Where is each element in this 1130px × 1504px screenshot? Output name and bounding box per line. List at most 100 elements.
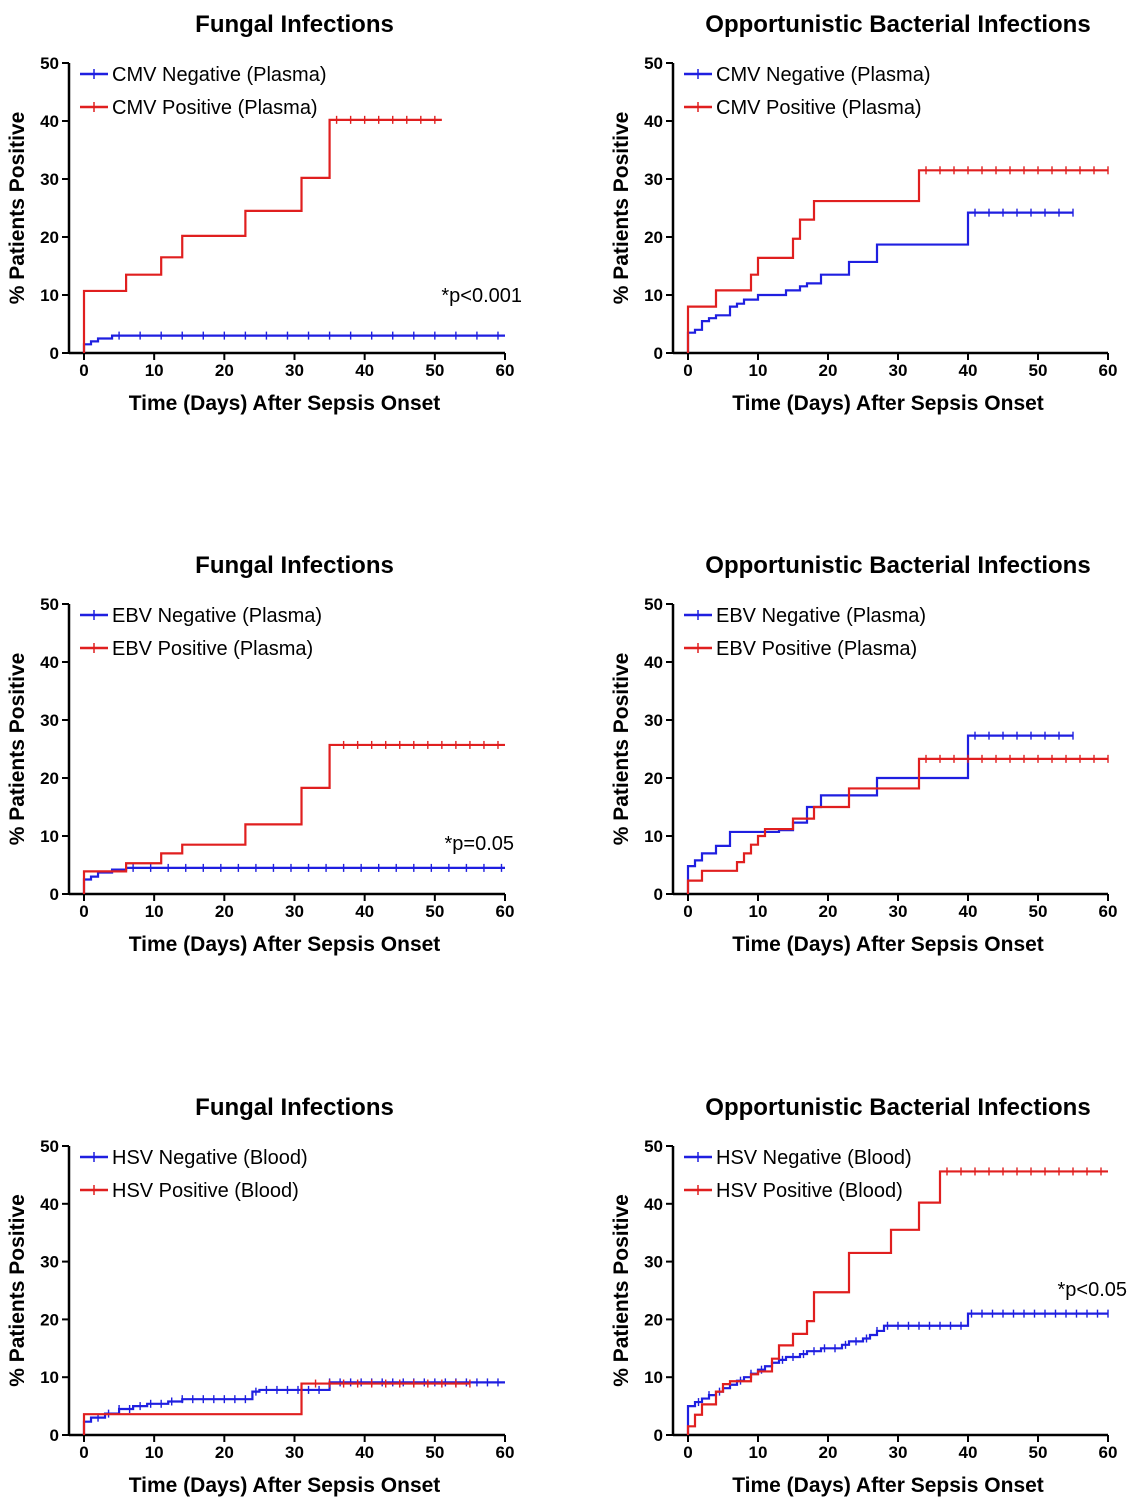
legend-label-2: CMV Positive (Plasma) (716, 97, 922, 119)
x-tick-label: 20 (819, 361, 838, 380)
y-tick-label: 50 (644, 1137, 663, 1156)
y-tick-label: 50 (40, 54, 59, 73)
y-axis-label: % Patients Positive (6, 653, 29, 846)
legend-label-2: EBV Positive (Plasma) (716, 638, 917, 660)
series-line-2 (686, 1170, 1108, 1435)
y-tick-label: 0 (50, 344, 59, 363)
legend-label-1: HSV Negative (Blood) (112, 1147, 308, 1169)
x-axis-label: Time (Days) After Sepsis Onset (732, 933, 1044, 956)
legend-label-1: CMV Negative (Plasma) (112, 64, 327, 86)
x-tick-label: 20 (215, 361, 234, 380)
y-tick-label: 40 (644, 1195, 663, 1214)
series-line-2 (686, 169, 1108, 353)
y-axis-label: % Patients Positive (610, 653, 633, 846)
y-tick-label: 30 (40, 711, 59, 730)
p-value-annotation: *p<0.05 (1057, 1279, 1127, 1301)
y-tick-label: 20 (40, 228, 59, 247)
x-tick-label: 10 (749, 1443, 768, 1462)
x-tick-label: 30 (285, 361, 304, 380)
y-tick-label: 20 (644, 228, 663, 247)
series-line-1 (686, 734, 1073, 894)
x-tick-label: 50 (1029, 361, 1048, 380)
y-tick-label: 30 (40, 1253, 59, 1272)
x-tick-label: 60 (496, 361, 515, 380)
y-tick-label: 20 (40, 1310, 59, 1329)
y-axis-label: % Patients Positive (610, 1194, 633, 1387)
x-tick-label: 0 (79, 902, 88, 921)
x-tick-label: 0 (79, 361, 88, 380)
y-tick-label: 50 (644, 54, 663, 73)
x-axis-label: Time (Days) After Sepsis Onset (129, 392, 441, 415)
legend-label-2: EBV Positive (Plasma) (112, 638, 313, 660)
x-tick-label: 10 (749, 361, 768, 380)
x-axis-label: Time (Days) After Sepsis Onset (129, 1474, 441, 1497)
chart-panel-5: Fungal Infections 0 10 20 30 40 50 0 10 20 30 40 50 6… (6, 1094, 514, 1497)
x-tick-label: 20 (215, 902, 234, 921)
y-axis-label: % Patients Positive (610, 112, 633, 305)
x-tick-label: 50 (425, 902, 444, 921)
legend-label-1: HSV Negative (Blood) (716, 1147, 912, 1169)
x-tick-label: 0 (683, 1443, 692, 1462)
y-tick-label: 30 (644, 1253, 663, 1272)
x-tick-label: 20 (819, 902, 838, 921)
chart-title: Opportunistic Bacterial Infections (705, 1094, 1090, 1121)
legend-label-2: HSV Positive (Blood) (112, 1180, 299, 1202)
y-axis-label: % Patients Positive (6, 112, 29, 305)
y-tick-label: 10 (40, 1368, 59, 1387)
series-line-1 (82, 1381, 505, 1435)
chart-title: Fungal Infections (195, 1094, 394, 1121)
x-tick-label: 0 (79, 1443, 88, 1462)
y-tick-label: 10 (644, 1368, 663, 1387)
chart-panel-6: Opportunistic Bacterial Infections 0 10 20 3… (610, 1094, 1127, 1497)
x-tick-label: 0 (683, 902, 692, 921)
x-tick-label: 40 (959, 1443, 978, 1462)
x-tick-label: 10 (145, 1443, 164, 1462)
legend-label-1: EBV Negative (Plasma) (112, 605, 322, 627)
y-tick-label: 40 (40, 112, 59, 131)
x-tick-label: 30 (285, 1443, 304, 1462)
x-tick-label: 40 (355, 902, 374, 921)
x-tick-label: 50 (1029, 902, 1048, 921)
x-axis-label: Time (Days) After Sepsis Onset (732, 1474, 1044, 1497)
x-tick-label: 60 (1099, 1443, 1118, 1462)
y-tick-label: 50 (644, 595, 663, 614)
y-axis-label: % Patients Positive (6, 1194, 29, 1387)
y-tick-label: 50 (40, 595, 59, 614)
x-tick-label: 60 (496, 1443, 515, 1462)
x-tick-label: 30 (889, 902, 908, 921)
x-tick-label: 30 (889, 1443, 908, 1462)
y-tick-label: 20 (40, 769, 59, 788)
y-tick-label: 30 (644, 170, 663, 189)
x-tick-label: 10 (749, 902, 768, 921)
y-tick-label: 40 (40, 653, 59, 672)
series-line-1 (82, 866, 505, 894)
y-tick-label: 0 (50, 1426, 59, 1445)
x-tick-label: 60 (1099, 361, 1118, 380)
y-tick-label: 40 (644, 653, 663, 672)
x-tick-label: 40 (355, 361, 374, 380)
x-tick-label: 40 (355, 1443, 374, 1462)
chart-panel-1: Fungal Infections 0 10 20 30 40 50 0 10 20 30 40 50 6… (6, 11, 522, 415)
y-tick-label: 0 (654, 1426, 663, 1445)
y-tick-label: 0 (654, 344, 663, 363)
x-axis-label: Time (Days) After Sepsis Onset (732, 392, 1044, 415)
y-tick-label: 10 (644, 286, 663, 305)
x-tick-label: 40 (959, 902, 978, 921)
chart-title: Opportunistic Bacterial Infections (705, 11, 1090, 38)
x-tick-label: 50 (425, 1443, 444, 1462)
y-tick-label: 30 (40, 170, 59, 189)
chart-panel-2: Opportunistic Bacterial Infections 0 10 20 3… (610, 11, 1117, 415)
y-tick-label: 20 (644, 1310, 663, 1329)
x-tick-label: 0 (683, 361, 692, 380)
y-tick-label: 10 (40, 827, 59, 846)
y-tick-label: 50 (40, 1137, 59, 1156)
x-tick-label: 20 (215, 1443, 234, 1462)
y-tick-label: 0 (654, 885, 663, 904)
y-tick-label: 40 (40, 1195, 59, 1214)
chart-panel-4: Opportunistic Bacterial Infections 0 10 20 3… (610, 552, 1117, 956)
series-line-2 (686, 757, 1108, 894)
y-tick-label: 30 (644, 711, 663, 730)
series-line-1 (82, 334, 505, 353)
x-tick-label: 30 (285, 902, 304, 921)
series-line-2 (82, 743, 505, 894)
